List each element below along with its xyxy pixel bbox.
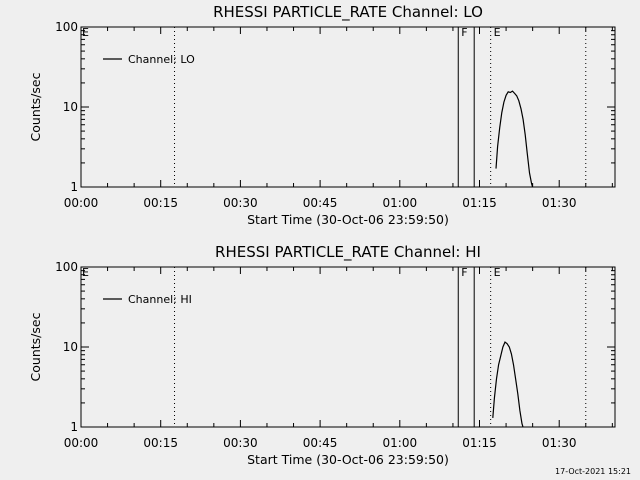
top-annotation-label: F [461, 26, 467, 39]
top-y-axis-label: Counts/sec [28, 72, 43, 141]
bottom-chart: RHESSI PARTICLE_RATE Channel: HI 00:00 00:… [28, 243, 616, 467]
top-annotation-label: E [82, 26, 89, 39]
bottom-x-tick-label: 01:00 [383, 436, 418, 450]
top-x-tick-label: 00:45 [303, 196, 338, 210]
bottom-legend-label: Channel: HI [128, 293, 192, 306]
top-chart: RHESSI PARTICLE_RATE Channel: LO 00:00 00:… [28, 3, 616, 227]
top-legend-label: Channel: LO [128, 53, 195, 66]
top-y-tick-label: 100 [55, 20, 78, 34]
top-series-line [495, 90, 534, 187]
top-plot-frame [80, 26, 616, 188]
bottom-x-tick-label: 00:45 [303, 436, 338, 450]
bottom-series-line [492, 341, 524, 427]
footer-timestamp: 17-Oct-2021 15:21 [555, 467, 631, 476]
top-x-tick-label: 01:00 [383, 196, 418, 210]
bottom-x-tick-label: 00:00 [64, 436, 99, 450]
bottom-x-axis-label: Start Time (30-Oct-06 23:59:50) [247, 452, 449, 467]
bottom-x-tick-label: 00:30 [223, 436, 258, 450]
top-chart-title: RHESSI PARTICLE_RATE Channel: LO [213, 3, 483, 22]
bottom-annotation-label: E [494, 266, 501, 279]
top-annotation-label: E [494, 26, 501, 39]
bottom-x-tick-label: 01:15 [462, 436, 497, 450]
top-x-tick-label: 01:15 [462, 196, 497, 210]
bottom-y-axis-label: Counts/sec [28, 312, 43, 381]
bottom-plot-frame [80, 266, 616, 428]
top-x-tick-label: 00:15 [143, 196, 178, 210]
bottom-annotation-label: F [461, 266, 467, 279]
top-y-tick-label: 1 [70, 180, 78, 194]
bottom-y-tick-label: 10 [63, 340, 78, 354]
bottom-x-tick-label: 01:30 [542, 436, 577, 450]
bottom-chart-title: RHESSI PARTICLE_RATE Channel: HI [215, 243, 481, 262]
top-x-tick-label: 01:30 [542, 196, 577, 210]
top-x-axis-label: Start Time (30-Oct-06 23:59:50) [247, 212, 449, 227]
bottom-y-tick-label: 100 [55, 260, 78, 274]
bottom-annotation-label: E [82, 266, 89, 279]
bottom-y-tick-label: 1 [70, 420, 78, 434]
top-x-tick-label: 00:30 [223, 196, 258, 210]
top-y-tick-label: 10 [63, 100, 78, 114]
top-x-tick-label: 00:00 [64, 196, 99, 210]
bottom-x-tick-label: 00:15 [143, 436, 178, 450]
